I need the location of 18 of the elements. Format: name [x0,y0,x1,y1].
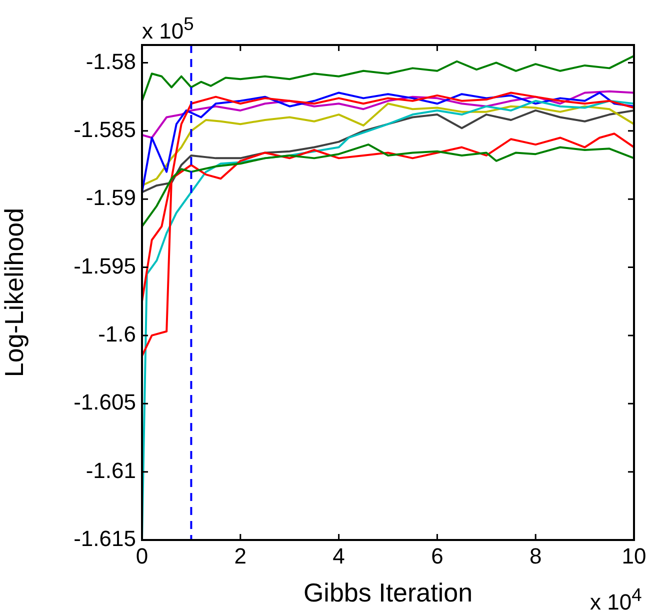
x-axis-title: Gibbs Iteration [303,578,473,608]
x-tick-label: 6 [431,543,444,568]
y-tick-label: -1.6 [98,322,136,347]
x-tick-label: 10 [622,543,646,568]
x-tick-label: 8 [529,543,542,568]
y-tick-label: -1.615 [74,526,136,552]
text: x 10$^{5}$ [142,13,194,44]
y-tick-label: -1.595 [74,253,136,278]
y-tick-label: -1.59 [86,185,136,210]
y-tick-label: -1.585 [74,116,136,142]
y-tick-label: -1.605 [74,390,136,415]
text: x 10$^{4}$ [590,584,642,610]
x-tick-label: 0 [136,543,148,568]
y-tick-label: -1.61 [86,458,136,483]
x-tick-label: 2 [234,543,247,568]
x-tick-label: 4 [332,543,345,568]
y-tick-label: -1.58 [86,48,136,74]
y-axis-title: Log-Likelihood [0,208,29,378]
